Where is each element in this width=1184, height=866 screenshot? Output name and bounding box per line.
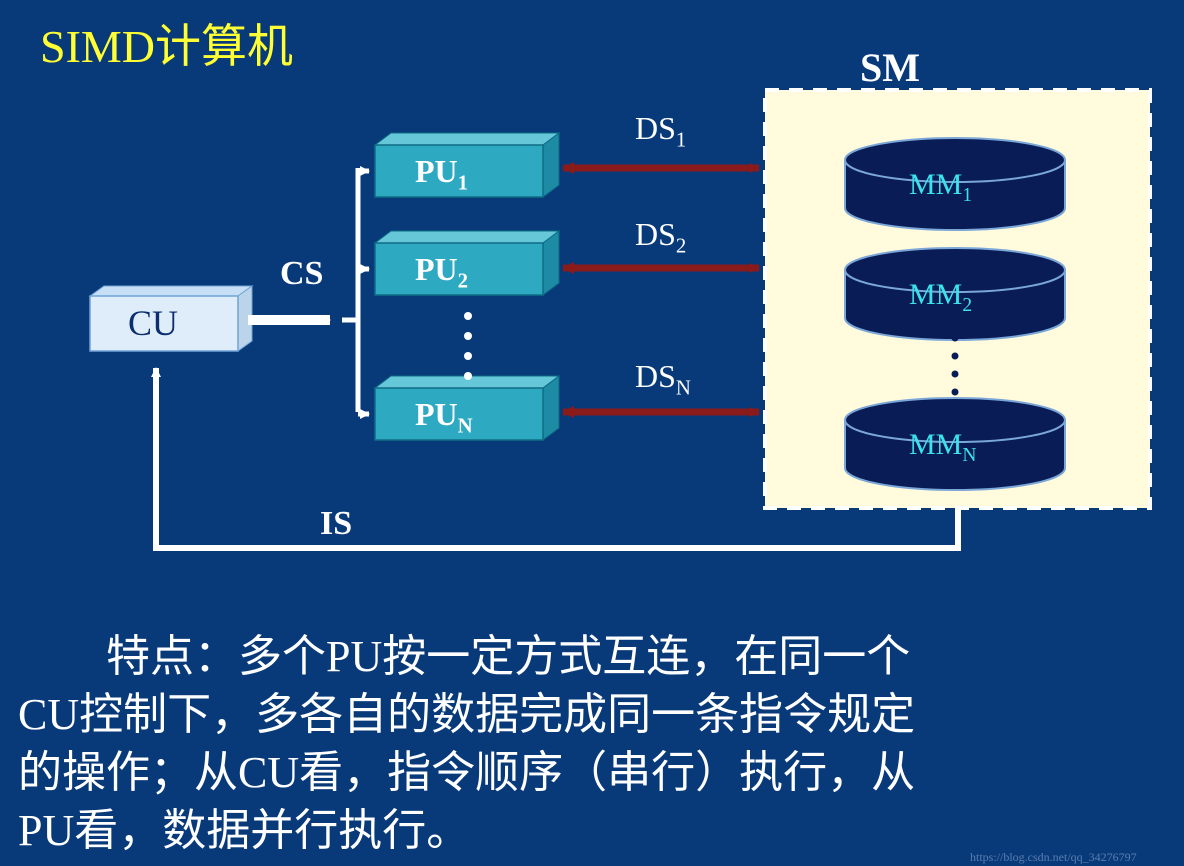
ds-label-3: DSN bbox=[635, 358, 691, 400]
mm-label-3: MMN bbox=[909, 428, 976, 467]
ds-label-2: DS2 bbox=[635, 216, 686, 258]
cu-top bbox=[90, 286, 252, 296]
ds-label-1: DS1 bbox=[635, 110, 686, 152]
slide-stage: SIMD计算机 SM CS IS CU PU1 PU2 PUN MM1 MM2 MMN DS1 DS2 D… bbox=[0, 0, 1184, 866]
pu-label-3: PUN bbox=[415, 396, 473, 438]
body-text: 特点：多个PU按一定方式互连，在同一个CU控制下，多各自的数据完成同一条指令规定… bbox=[18, 628, 915, 860]
slide-title: SIMD计算机 bbox=[40, 10, 293, 76]
is-label: IS bbox=[320, 505, 352, 543]
cu-label: CU bbox=[128, 302, 178, 344]
mm-label-2: MM2 bbox=[909, 278, 972, 317]
pu-label-1: PU1 bbox=[415, 153, 468, 195]
watermark: https://blog.csdn.net/qq_34276797 bbox=[970, 850, 1137, 865]
pu-label-2: PU2 bbox=[415, 251, 468, 293]
cs-label: CS bbox=[280, 255, 323, 293]
mm-label-1: MM1 bbox=[909, 168, 972, 207]
sm-label: SM bbox=[860, 44, 920, 91]
